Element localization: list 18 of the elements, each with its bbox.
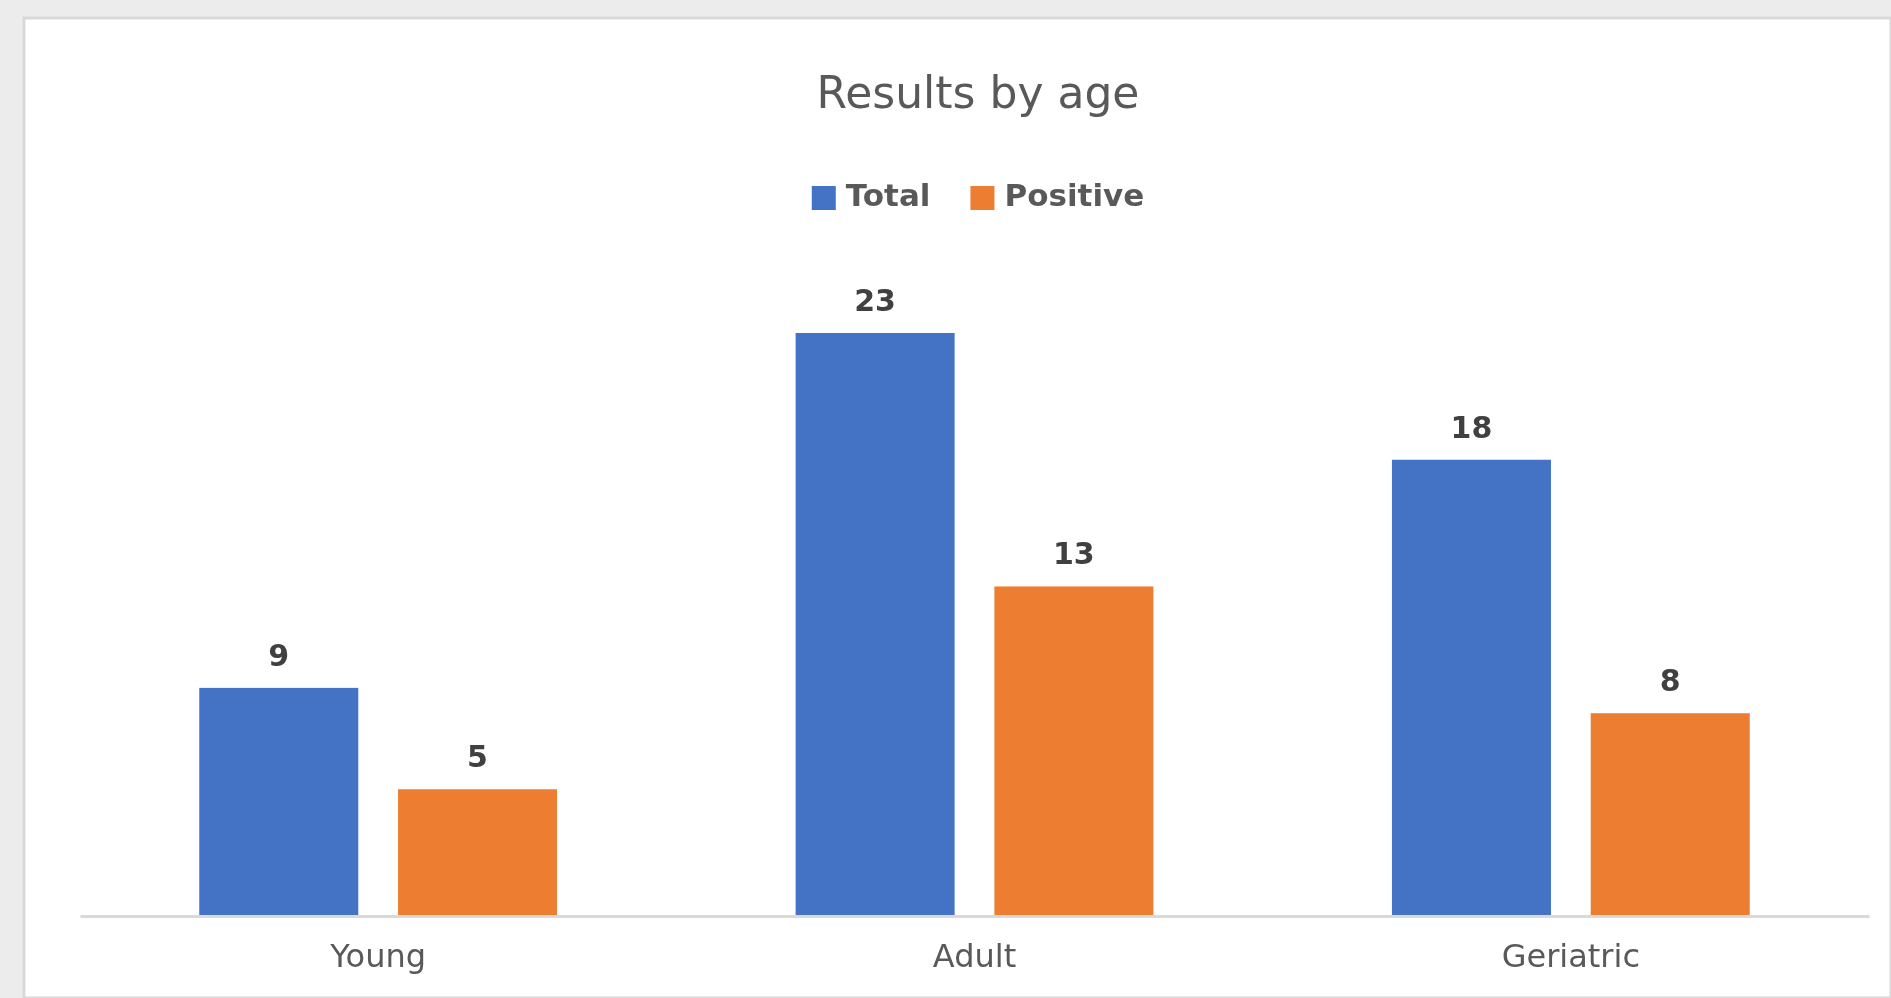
x-tick-label: Young xyxy=(329,936,427,975)
bar xyxy=(398,789,558,916)
legend-label: Positive xyxy=(1004,177,1145,213)
data-label: 23 xyxy=(854,283,896,318)
x-tick-label: Adult xyxy=(932,936,1017,975)
legend-label: Total xyxy=(845,177,931,213)
bar xyxy=(1391,459,1551,916)
data-label: 18 xyxy=(1450,409,1493,445)
x-tick-label: Geriatric xyxy=(1501,936,1640,975)
data-label: 9 xyxy=(268,637,290,673)
data-label: 5 xyxy=(467,739,488,775)
bar xyxy=(199,687,359,916)
data-label: 8 xyxy=(1659,663,1681,699)
bar xyxy=(1590,713,1750,916)
bar xyxy=(994,586,1154,916)
chart-title: Results by age xyxy=(816,67,1140,118)
bar xyxy=(795,333,955,916)
data-label: 13 xyxy=(1053,536,1095,572)
